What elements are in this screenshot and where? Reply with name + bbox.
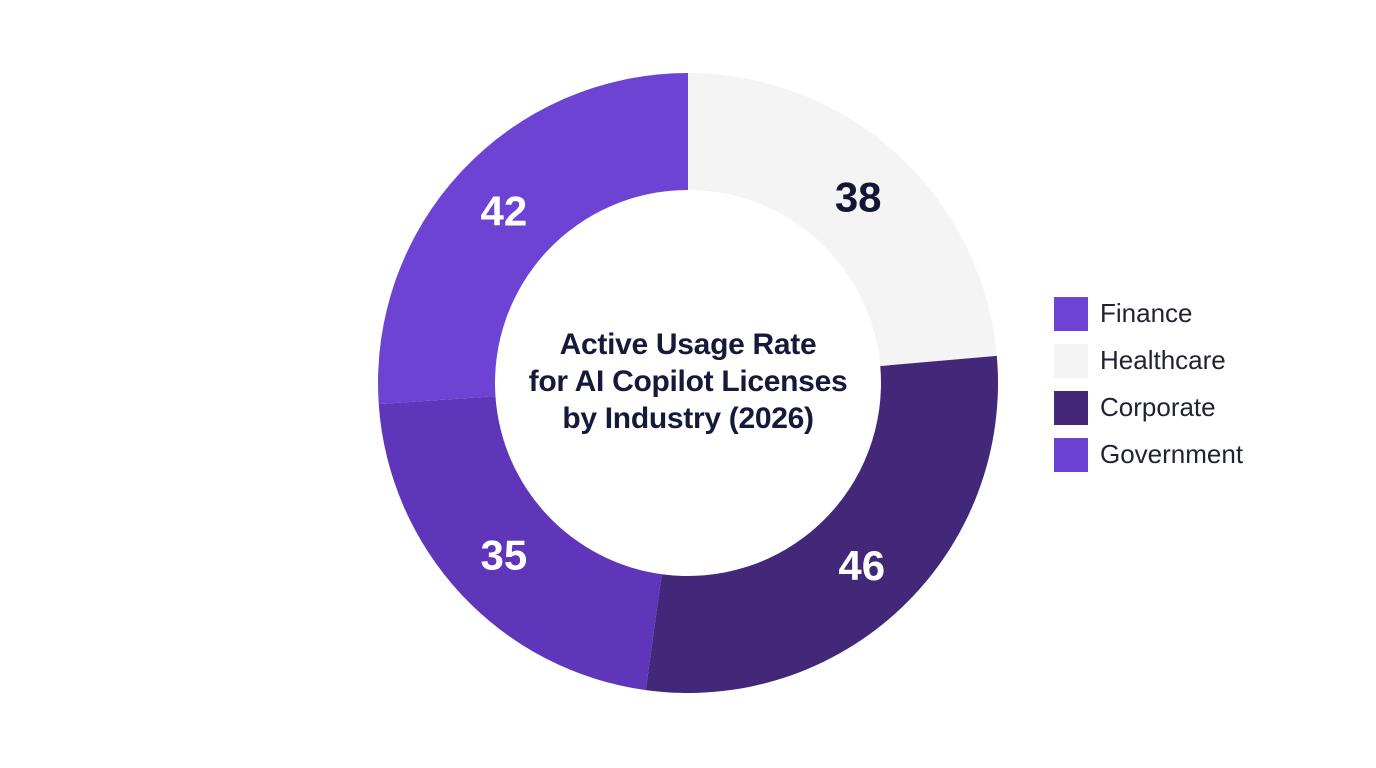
slice-corporate [645,355,998,694]
legend-item-government: Government [1054,437,1243,472]
legend-item-finance: Finance [1054,296,1243,331]
legend: Finance Healthcare Corporate Government [1054,296,1243,484]
chart-title: Active Usage Rate for AI Copilot License… [488,326,888,437]
legend-label-healthcare: Healthcare [1100,345,1226,375]
slice-label-finance: 42 [480,187,527,234]
slice-label-healthcare: 38 [835,174,882,221]
chart-title-line-1: Active Usage Rate [559,328,817,361]
legend-item-healthcare: Healthcare [1054,343,1243,378]
legend-swatch-corporate [1054,390,1088,425]
legend-swatch-finance [1054,296,1088,331]
chart-title-line-2: for AI Copilot Licenses [528,365,848,398]
slice-label-government: 35 [480,532,527,579]
slice-healthcare [688,73,997,367]
chart-title-line-3: by Industry (2026) [562,402,814,435]
slice-finance [377,73,688,405]
legend-item-corporate: Corporate [1054,390,1243,425]
slice-government [378,396,662,691]
legend-label-finance: Finance [1100,298,1193,328]
slice-label-corporate: 46 [838,542,885,589]
legend-label-corporate: Corporate [1100,392,1216,422]
legend-swatch-healthcare [1054,343,1088,378]
legend-swatch-government [1054,437,1088,472]
legend-label-government: Government [1100,439,1244,469]
